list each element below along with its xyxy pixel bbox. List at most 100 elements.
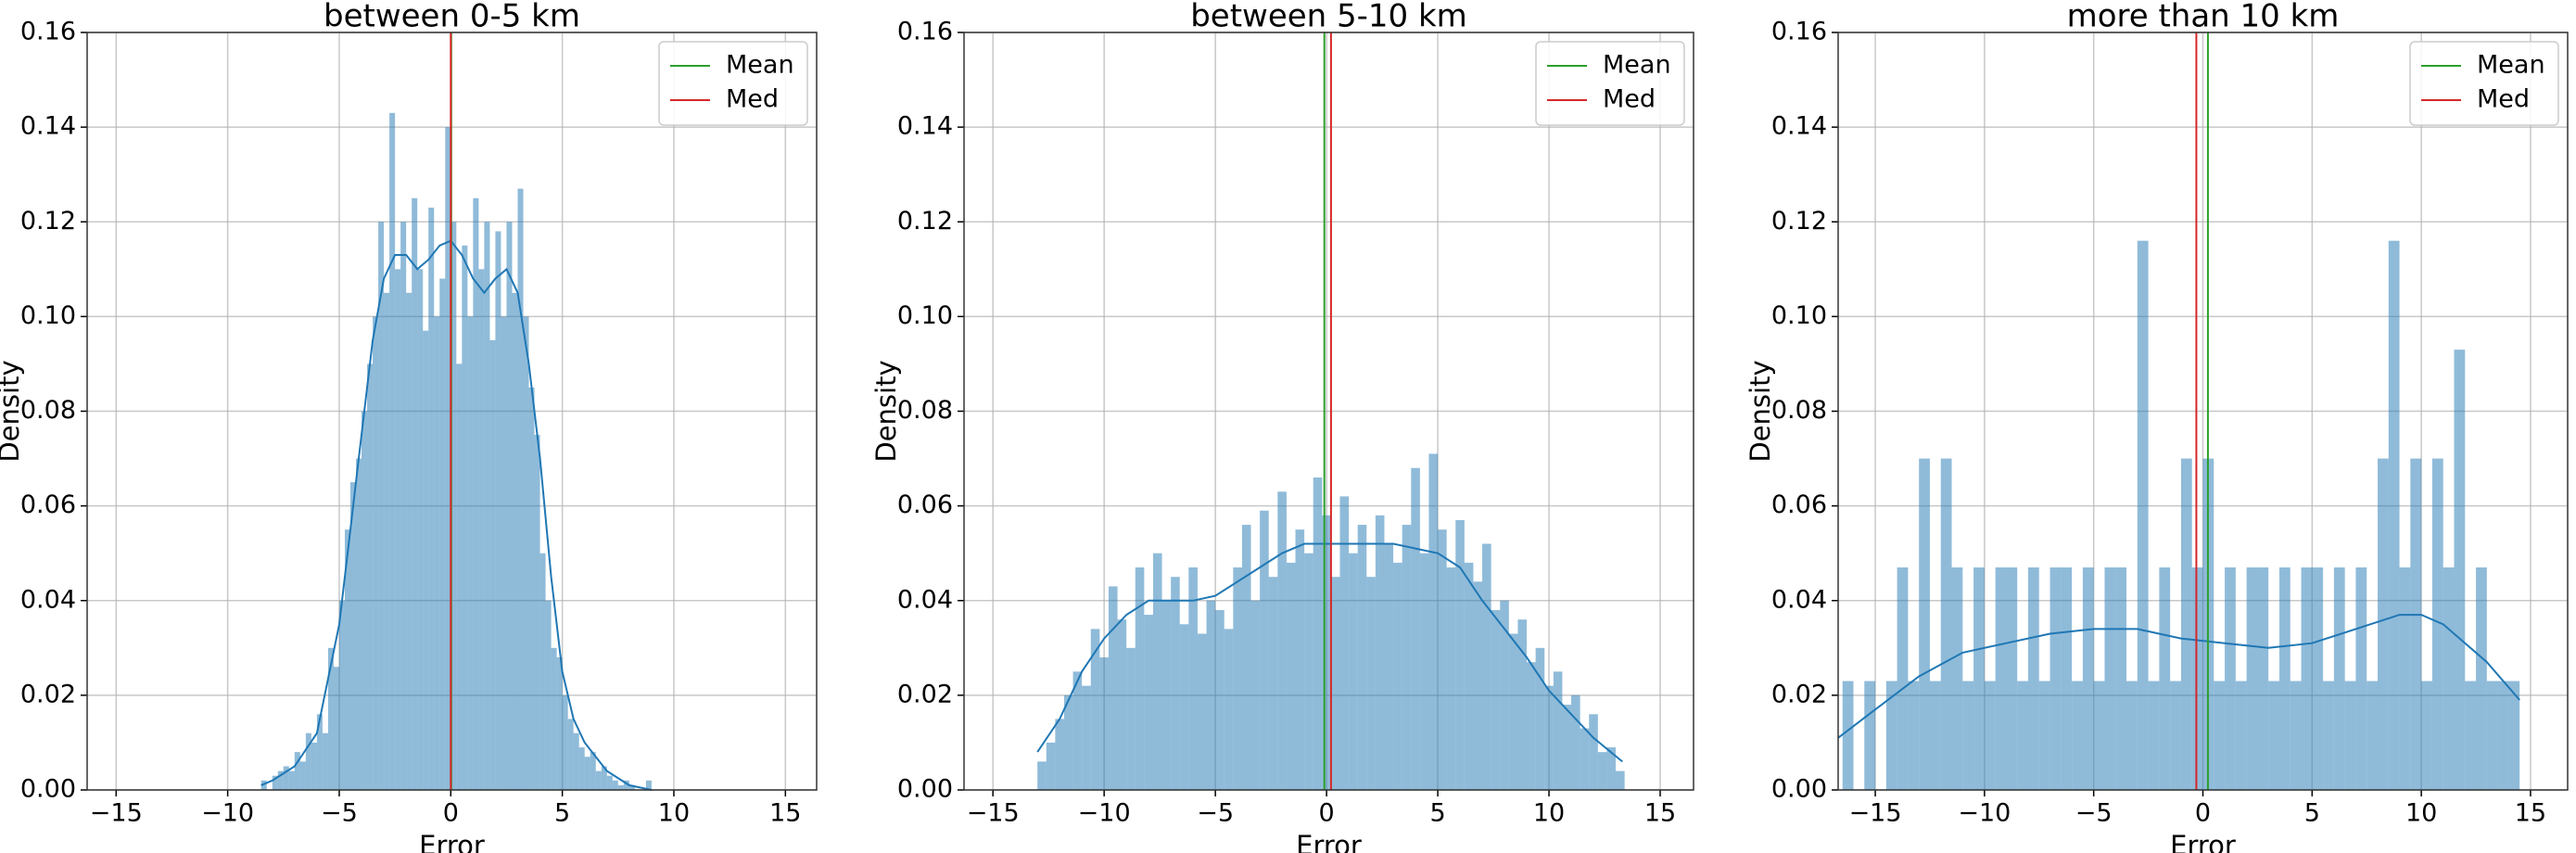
bar: [272, 775, 278, 790]
bar: [1842, 681, 1854, 790]
y-tick-label: 0.16: [20, 18, 76, 46]
bar: [2355, 567, 2367, 790]
bar: [1171, 577, 1180, 790]
bar: [1197, 633, 1207, 790]
bar: [1411, 467, 1420, 790]
y-tick-label: 0.08: [897, 396, 953, 425]
bar: [2104, 567, 2116, 790]
bar: [567, 719, 574, 790]
bar: [2027, 567, 2039, 790]
x-tick-label: 0: [2195, 799, 2211, 828]
bar: [1215, 609, 1225, 790]
bar: [2497, 681, 2509, 790]
bar: [367, 363, 374, 790]
bar: [1491, 609, 1501, 790]
bar: [601, 766, 607, 790]
y-tick-label: 0.06: [897, 490, 953, 519]
bar: [495, 231, 501, 790]
bar: [1099, 657, 1109, 790]
bar: [1161, 600, 1172, 790]
bar: [2246, 567, 2258, 790]
bar: [1553, 671, 1563, 790]
bar: [2235, 681, 2247, 790]
bar: [1046, 742, 1056, 790]
legend-box: [2409, 41, 2559, 126]
bar: [1063, 694, 1073, 790]
x-tick-label: −10: [1958, 799, 2011, 828]
bar: [545, 600, 552, 790]
bar: [412, 197, 418, 790]
bar: [428, 207, 435, 790]
bar: [1473, 581, 1483, 790]
bar: [2072, 681, 2083, 790]
y-tick-label: 0.10: [20, 301, 76, 330]
bar: [2191, 567, 2203, 790]
x-tick-label: 10: [658, 799, 690, 828]
bar: [2344, 681, 2356, 790]
x-tick-label: −5: [2075, 799, 2113, 828]
bar: [645, 780, 652, 790]
bar: [1464, 562, 1474, 790]
x-tick-label: 5: [2304, 799, 2320, 828]
x-tick-label: 0: [443, 799, 459, 828]
bar: [327, 647, 334, 790]
x-tick-label: 10: [2405, 799, 2437, 828]
kde-line: [1036, 542, 1623, 763]
bar: [344, 529, 350, 790]
bar: [417, 269, 424, 790]
bar: [2137, 240, 2149, 790]
bar: [1152, 553, 1162, 790]
chart-title: more than 10 km: [2067, 0, 2340, 35]
bar: [2148, 681, 2160, 790]
bar: [2454, 350, 2466, 790]
bar: [349, 482, 357, 790]
x-tick-label: −5: [321, 799, 358, 828]
y-tick-label: 0.00: [1771, 775, 1827, 804]
bar: [512, 292, 518, 790]
y-tick-label: 0.06: [1771, 490, 1827, 519]
bar: [1188, 567, 1198, 790]
bar: [1295, 529, 1305, 790]
bar: [450, 222, 457, 790]
bar: [2180, 458, 2192, 790]
bar: [1037, 761, 1047, 790]
bar: [2278, 567, 2290, 790]
x-tick-label: −15: [967, 799, 1020, 828]
y-tick-label: 0.16: [1771, 18, 1827, 46]
bar: [1864, 681, 1876, 790]
bar: [311, 742, 317, 790]
kde-line: [1837, 614, 2520, 739]
axes-frame: [963, 32, 1694, 791]
bar: [2333, 567, 2345, 790]
x-axis-label: Error: [419, 830, 485, 853]
bar: [1419, 553, 1429, 790]
y-tick-label: 0.00: [20, 775, 76, 804]
bar: [489, 339, 496, 790]
bar: [1951, 567, 1963, 790]
y-tick-label: 0.02: [20, 680, 76, 708]
bar: [2367, 681, 2379, 790]
bar: [260, 780, 267, 790]
x-tick-label: 15: [1644, 799, 1676, 828]
bar: [1885, 681, 1897, 790]
bar: [299, 761, 306, 790]
bar: [2126, 681, 2138, 790]
bar: [1897, 567, 1909, 790]
bar: [2431, 458, 2443, 790]
bar: [1126, 647, 1136, 790]
bar: [573, 732, 579, 790]
legend-label: Mean: [2477, 51, 2545, 80]
legend-box: [658, 41, 808, 126]
panel: 0.00 0.02 0.04 0.06 0.08 0.10 0.12 0.14 0.16 −15 −…: [1745, 0, 2569, 853]
y-tick-label: 0.16: [897, 18, 953, 46]
bar: [1446, 567, 1456, 790]
bar: [506, 222, 513, 790]
x-tick-label: 15: [769, 799, 801, 828]
bar: [1322, 515, 1331, 790]
legend-label: Mean: [1603, 51, 1671, 80]
bar: [478, 269, 485, 790]
y-tick-label: 0.06: [20, 490, 76, 519]
bar: [1206, 600, 1216, 790]
chart-title: between 0-5 km: [324, 0, 580, 35]
bar: [473, 197, 479, 790]
